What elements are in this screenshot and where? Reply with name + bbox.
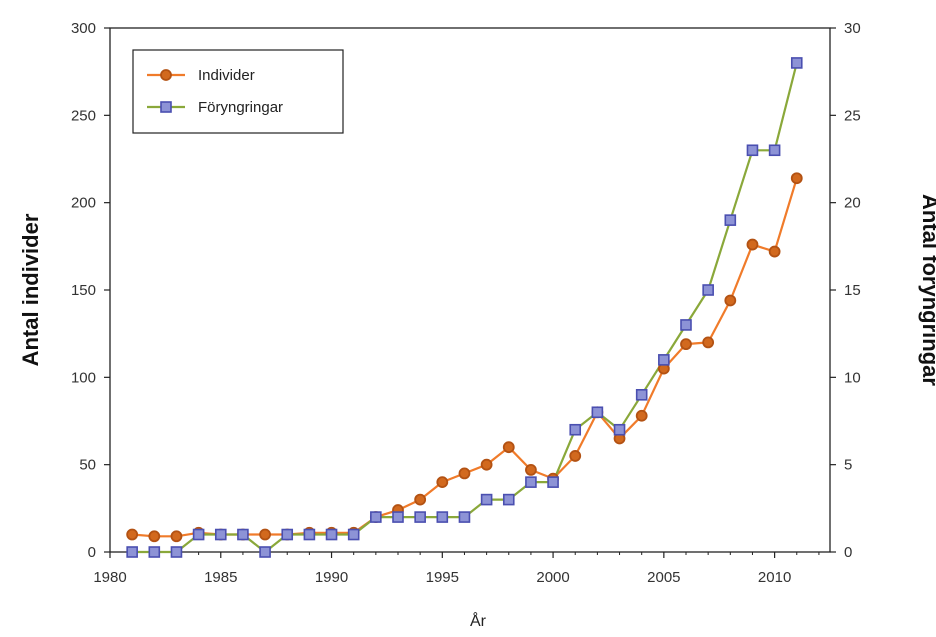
data-point-individer <box>458 467 471 480</box>
data-point-foryngringar <box>790 57 803 69</box>
data-point-individer <box>680 338 692 351</box>
y-right-tick-label: 15 <box>844 282 861 299</box>
y-left-tick-label: 200 <box>71 195 96 212</box>
y-right-tick-label: 20 <box>844 195 861 212</box>
y-left-tick-label: 300 <box>71 20 96 37</box>
data-point-foryngringar <box>170 546 183 558</box>
data-point-foryngringar <box>680 319 692 331</box>
x-tick-label: 1985 <box>204 569 237 586</box>
data-point-individer <box>702 336 715 349</box>
data-point-individer <box>768 245 781 258</box>
y-right-tick-label: 0 <box>844 544 852 561</box>
data-point-foryngringar <box>746 144 759 157</box>
x-tick-label: 2010 <box>758 569 791 586</box>
y-right-tick-label: 25 <box>844 107 861 124</box>
data-point-foryngringar <box>458 511 471 523</box>
data-point-foryngringar <box>702 284 714 296</box>
legend: Individer Föryngringar <box>132 49 344 134</box>
y-left-tick-label: 50 <box>79 457 96 474</box>
data-point-individer <box>525 464 537 476</box>
x-tick-label: 1990 <box>315 569 348 586</box>
legend-label-individer: Individer <box>198 67 255 84</box>
y-left-tick-label: 150 <box>71 282 96 299</box>
x-tick-label: 2005 <box>647 569 680 586</box>
y-axis-left: 0 50 100 150 200 250 300 <box>71 20 110 561</box>
data-point-foryngringar <box>237 528 249 541</box>
data-point-foryngringar <box>303 528 316 541</box>
data-point-foryngringar <box>214 528 227 541</box>
legend-item-individer: Individer <box>147 67 255 84</box>
data-point-individer <box>480 458 493 471</box>
legend-marker-foryngringar <box>160 101 172 113</box>
y-left-tick-label: 100 <box>71 369 96 386</box>
data-point-individer <box>170 530 183 543</box>
data-point-foryngringar <box>281 528 294 541</box>
data-point-foryngringar <box>192 528 205 541</box>
data-point-foryngringar <box>591 406 604 419</box>
data-point-foryngringar <box>392 511 404 523</box>
y-axis-right: 0 5 10 15 20 25 30 <box>830 20 861 561</box>
y-left-tick-label: 250 <box>71 107 96 124</box>
y-left-tick-label: 0 <box>88 544 96 561</box>
y-right-tick-label: 10 <box>844 369 861 386</box>
data-point-individer <box>502 441 515 454</box>
y-right-tick-label: 30 <box>844 20 861 37</box>
data-point-foryngringar <box>635 388 648 401</box>
data-point-foryngringar <box>126 546 138 558</box>
data-point-individer <box>635 409 648 422</box>
x-axis: 1980 1985 1990 1995 2000 2005 2010 <box>93 552 820 586</box>
data-point-foryngringar <box>768 144 781 157</box>
y-axis-right-title: Antal föryngringar <box>918 194 936 386</box>
data-point-foryngringar <box>480 493 493 506</box>
data-point-foryngringar <box>370 511 382 523</box>
series-layer <box>126 57 803 558</box>
data-point-foryngringar <box>414 511 426 523</box>
data-point-individer <box>126 528 139 541</box>
data-point-individer <box>436 476 449 489</box>
data-point-foryngringar <box>569 423 582 436</box>
data-point-individer <box>148 530 161 543</box>
data-point-foryngringar <box>436 511 449 523</box>
data-point-foryngringar <box>259 546 271 558</box>
y-axis-left-title: Antal individer <box>18 213 43 366</box>
data-point-individer <box>746 238 759 251</box>
legend-box <box>132 49 344 134</box>
data-point-foryngringar <box>658 354 670 366</box>
x-axis-title: År <box>470 611 487 630</box>
legend-label-foryngringar: Föryngringar <box>198 99 283 116</box>
data-point-individer <box>259 528 271 541</box>
y-right-tick-label: 5 <box>844 457 852 474</box>
legend-item-foryngringar: Föryngringar <box>147 99 283 116</box>
data-point-foryngringar <box>325 528 338 541</box>
data-point-foryngringar <box>347 528 360 541</box>
data-point-individer <box>569 450 582 462</box>
data-point-individer <box>724 294 737 307</box>
x-tick-label: 2000 <box>536 569 569 586</box>
data-point-foryngringar <box>148 546 161 558</box>
data-point-foryngringar <box>525 476 537 488</box>
data-point-foryngringar <box>547 476 559 488</box>
legend-marker-individer <box>160 69 172 81</box>
data-point-foryngringar <box>613 423 626 436</box>
x-tick-label: 1980 <box>93 569 126 586</box>
data-point-foryngringar <box>502 493 515 506</box>
data-point-individer <box>790 172 803 185</box>
data-point-individer <box>414 493 427 506</box>
data-point-foryngringar <box>724 214 737 226</box>
x-tick-label: 1995 <box>426 569 459 586</box>
